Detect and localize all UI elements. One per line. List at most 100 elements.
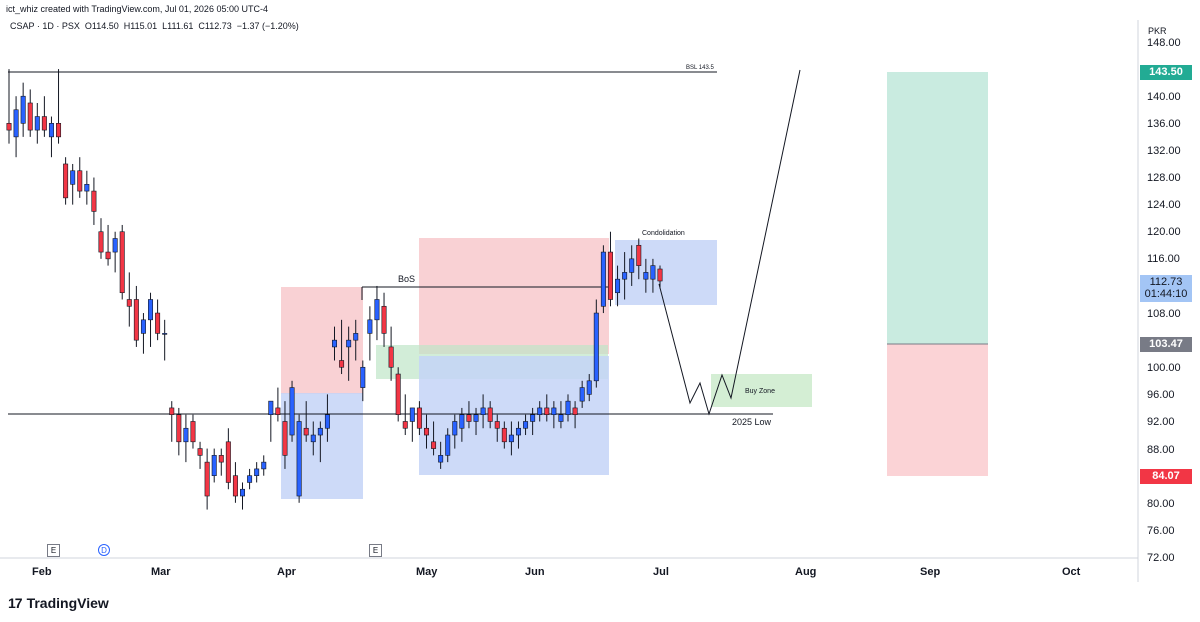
candle[interactable] <box>565 394 571 422</box>
candle[interactable] <box>317 421 323 463</box>
time-axis[interactable]: Feb Mar Apr May Jun Jul Aug Sep Oct <box>32 566 1081 578</box>
candle[interactable] <box>70 163 76 205</box>
candle[interactable] <box>395 367 401 422</box>
candle[interactable] <box>551 401 557 429</box>
candle[interactable] <box>360 360 366 402</box>
earnings-event-icon[interactable]: E <box>47 544 60 557</box>
candle[interactable] <box>523 414 529 436</box>
candle[interactable] <box>339 319 345 375</box>
candle[interactable] <box>225 428 231 490</box>
candle[interactable] <box>176 407 182 456</box>
candle[interactable] <box>324 394 330 442</box>
candle[interactable] <box>558 401 564 429</box>
candle[interactable] <box>643 258 649 293</box>
candle[interactable] <box>105 224 111 266</box>
candle[interactable] <box>346 326 352 381</box>
candle[interactable] <box>515 421 521 449</box>
candle[interactable] <box>140 313 146 354</box>
candle[interactable] <box>27 89 33 137</box>
candle[interactable] <box>268 400 274 442</box>
candle[interactable] <box>247 468 253 490</box>
dividend-event-icon[interactable]: D <box>98 544 110 556</box>
candle[interactable] <box>544 394 550 422</box>
candle[interactable] <box>34 102 40 144</box>
candle[interactable] <box>622 252 628 300</box>
candle[interactable] <box>452 414 458 449</box>
candle[interactable] <box>133 285 139 347</box>
currency-label[interactable]: PKR <box>1148 26 1167 36</box>
candle[interactable] <box>6 69 12 144</box>
candle[interactable] <box>650 258 656 293</box>
candle[interactable] <box>289 380 295 442</box>
candle[interactable] <box>487 401 493 429</box>
candle[interactable] <box>438 441 444 469</box>
candle[interactable] <box>303 401 309 442</box>
candle[interactable] <box>48 116 54 158</box>
candle[interactable] <box>607 231 613 307</box>
candle[interactable] <box>20 82 26 137</box>
candle[interactable] <box>409 407 415 442</box>
candle[interactable] <box>119 224 125 300</box>
candle[interactable] <box>261 455 267 476</box>
symbol-name[interactable]: CSAP · 1D · PSX <box>10 21 80 31</box>
candle[interactable] <box>232 462 238 503</box>
candle[interactable] <box>162 319 168 361</box>
candle[interactable] <box>473 407 479 436</box>
candle[interactable] <box>282 401 288 469</box>
candle[interactable] <box>155 299 161 341</box>
candle[interactable] <box>579 380 585 408</box>
candle[interactable] <box>254 462 260 483</box>
candle[interactable] <box>367 306 373 361</box>
candle[interactable] <box>445 428 451 463</box>
candle[interactable] <box>593 299 599 388</box>
candle[interactable] <box>91 177 97 225</box>
candle[interactable] <box>275 387 281 422</box>
candle[interactable] <box>629 245 635 286</box>
candle[interactable] <box>508 421 514 456</box>
candle[interactable] <box>148 292 154 347</box>
candle[interactable] <box>218 448 224 476</box>
candle[interactable] <box>41 96 47 137</box>
candle[interactable] <box>381 292 387 347</box>
symbol-legend[interactable]: CSAP · 1D · PSX O114.50 H115.01 L111.61 … <box>10 21 299 31</box>
candle[interactable] <box>572 401 578 429</box>
candle[interactable] <box>501 421 507 449</box>
candle[interactable] <box>636 238 642 280</box>
candle[interactable] <box>459 407 465 442</box>
candle[interactable] <box>56 69 62 144</box>
candle[interactable] <box>423 414 429 449</box>
candle[interactable] <box>586 374 592 402</box>
candle[interactable] <box>204 448 210 510</box>
candle[interactable] <box>63 157 69 205</box>
candle[interactable] <box>211 448 217 483</box>
earnings-event-icon[interactable]: E <box>369 544 382 557</box>
candle[interactable] <box>480 394 486 429</box>
candle[interactable] <box>353 319 359 361</box>
candle[interactable] <box>332 326 337 361</box>
candle[interactable] <box>310 421 316 456</box>
candle[interactable] <box>190 414 196 449</box>
candle[interactable] <box>431 421 437 456</box>
candle[interactable] <box>13 96 19 158</box>
candle[interactable] <box>126 272 132 327</box>
candle[interactable] <box>169 401 175 442</box>
candle[interactable] <box>240 482 246 510</box>
candle[interactable] <box>183 414 189 463</box>
candle[interactable] <box>197 441 203 469</box>
candle[interactable] <box>77 157 83 198</box>
candle[interactable] <box>600 245 606 314</box>
candle[interactable] <box>537 401 543 422</box>
candle[interactable] <box>494 414 500 442</box>
candle[interactable] <box>98 218 104 259</box>
candle[interactable] <box>112 231 118 273</box>
price-axis[interactable]: 148.00 140.00 136.00 132.00 128.00 124.0… <box>1147 37 1181 564</box>
candle[interactable] <box>416 401 422 436</box>
candle[interactable] <box>615 265 621 307</box>
candle[interactable] <box>374 285 380 341</box>
candle[interactable] <box>530 407 536 436</box>
tradingview-brand[interactable]: 17 TradingView <box>8 595 109 611</box>
candle[interactable] <box>466 401 472 429</box>
candle[interactable] <box>84 170 90 205</box>
candle[interactable] <box>296 414 302 503</box>
